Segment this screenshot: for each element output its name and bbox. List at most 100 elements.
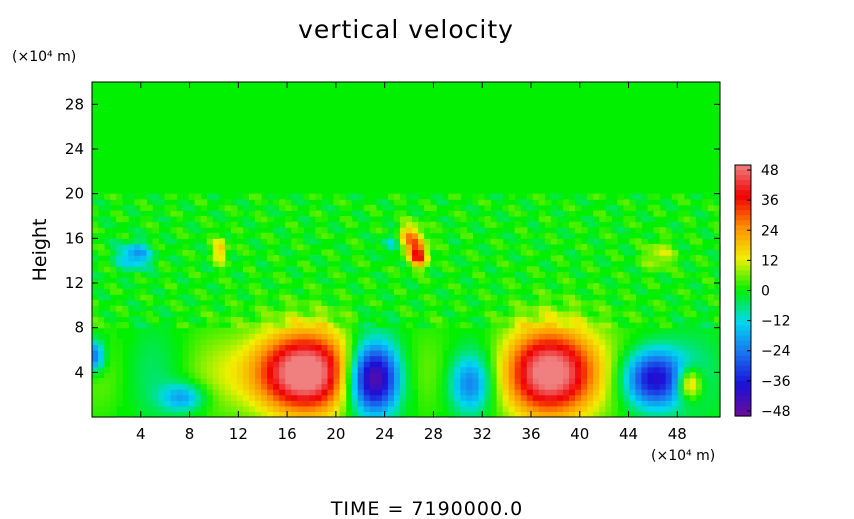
heatmap-cell <box>285 361 292 368</box>
heatmap-cell <box>206 389 214 396</box>
heatmap-cell <box>291 394 298 401</box>
heatmap-cell <box>188 400 196 407</box>
heatmap-cell <box>466 232 474 239</box>
heatmap-cell <box>412 361 419 368</box>
heatmap-cell <box>351 327 359 334</box>
heatmap-cell <box>134 394 141 401</box>
heatmap-cell <box>387 283 395 290</box>
heatmap-cell <box>581 361 588 368</box>
heatmap-cell <box>659 232 667 239</box>
heatmap-cell <box>695 204 703 212</box>
heatmap-cell <box>593 322 600 329</box>
heatmap-cell <box>653 271 661 279</box>
heatmap-cell <box>194 361 202 368</box>
heatmap-cell <box>520 266 528 273</box>
heatmap-cell <box>315 372 323 379</box>
heatmap-cell <box>297 249 304 256</box>
heatmap-cell <box>406 216 413 223</box>
heatmap-cell <box>309 283 317 290</box>
heatmap-cell <box>357 377 365 385</box>
heatmap-cell <box>677 377 685 385</box>
heatmap-cell <box>605 316 612 323</box>
heatmap-cell <box>261 327 268 334</box>
heatmap-cell <box>484 322 492 329</box>
heatmap-cell <box>550 400 558 407</box>
heatmap-cell <box>242 400 250 407</box>
heatmap-cell <box>224 411 232 418</box>
heatmap-cell <box>146 277 153 284</box>
heatmap-cell <box>327 394 335 401</box>
heatmap-cell <box>502 227 510 234</box>
heatmap-cell <box>230 271 238 279</box>
heatmap-cell <box>104 199 111 206</box>
heatmap-cell <box>110 255 117 262</box>
heatmap-cell <box>587 389 594 396</box>
heatmap-cell <box>538 344 546 351</box>
heatmap-cell <box>315 288 323 295</box>
heatmap-cell <box>399 394 407 401</box>
heatmap-cell <box>508 255 516 262</box>
heatmap-cell <box>617 255 624 262</box>
colorbar-cell <box>735 185 751 191</box>
heatmap-cell <box>514 366 522 373</box>
heatmap-cell <box>635 260 643 267</box>
heatmap-cell <box>230 405 238 413</box>
heatmap-cell <box>448 366 455 373</box>
heatmap-cell <box>683 400 691 407</box>
heatmap-cell <box>563 243 570 251</box>
heatmap-cell <box>575 333 582 340</box>
heatmap-cell <box>206 305 214 312</box>
heatmap-cell <box>593 411 600 418</box>
heatmap-cell <box>182 405 190 413</box>
heatmap-cell <box>532 366 540 373</box>
heatmap-cell <box>617 344 624 351</box>
heatmap-cell <box>134 316 141 323</box>
heatmap-cell <box>593 350 600 357</box>
heatmap-cell <box>587 355 594 362</box>
heatmap-cell <box>508 277 516 284</box>
heatmap-cell <box>587 249 594 256</box>
heatmap-cell <box>297 216 304 223</box>
heatmap-cell <box>593 210 600 217</box>
colorbar-tick-label: 12 <box>761 253 779 269</box>
heatmap-cell <box>104 260 111 267</box>
heatmap-cell <box>182 322 190 329</box>
heatmap-cell <box>490 316 498 323</box>
heatmap-cell <box>399 361 407 368</box>
colorbar-cell <box>735 250 751 256</box>
heatmap-cell <box>436 288 443 295</box>
heatmap-cell <box>140 366 147 373</box>
heatmap-cell <box>224 350 232 357</box>
heatmap-cell <box>593 255 600 262</box>
heatmap-cell <box>430 372 437 379</box>
heatmap-cell <box>333 372 341 379</box>
heatmap-cell <box>375 394 383 401</box>
heatmap-cell <box>641 333 649 340</box>
heatmap-cell <box>677 327 685 334</box>
heatmap-cell <box>484 193 492 200</box>
heatmap-cell <box>689 377 697 385</box>
heatmap-cell <box>689 310 697 318</box>
heatmap-cell <box>653 227 661 234</box>
heatmap-cell <box>369 238 377 245</box>
heatmap-cell <box>218 333 226 340</box>
heatmap-cell <box>611 361 618 368</box>
heatmap-cell <box>224 361 232 368</box>
heatmap-cell <box>599 288 606 295</box>
heatmap-cell <box>430 366 437 373</box>
heatmap-cell <box>683 305 691 312</box>
heatmap-cell <box>279 249 286 256</box>
heatmap-cell <box>206 288 214 295</box>
heatmap-cell <box>321 249 329 256</box>
heatmap-cell <box>412 243 419 251</box>
heatmap-cell <box>363 283 371 290</box>
heatmap-cell <box>98 377 105 385</box>
heatmap-cell <box>140 361 147 368</box>
heatmap-cell <box>152 405 160 413</box>
heatmap-cell <box>224 294 232 301</box>
heatmap-cell <box>206 361 214 368</box>
heatmap-cell <box>218 411 226 418</box>
heatmap-cell <box>206 394 214 401</box>
heatmap-cell <box>436 216 443 223</box>
heatmap-cell <box>701 383 709 390</box>
